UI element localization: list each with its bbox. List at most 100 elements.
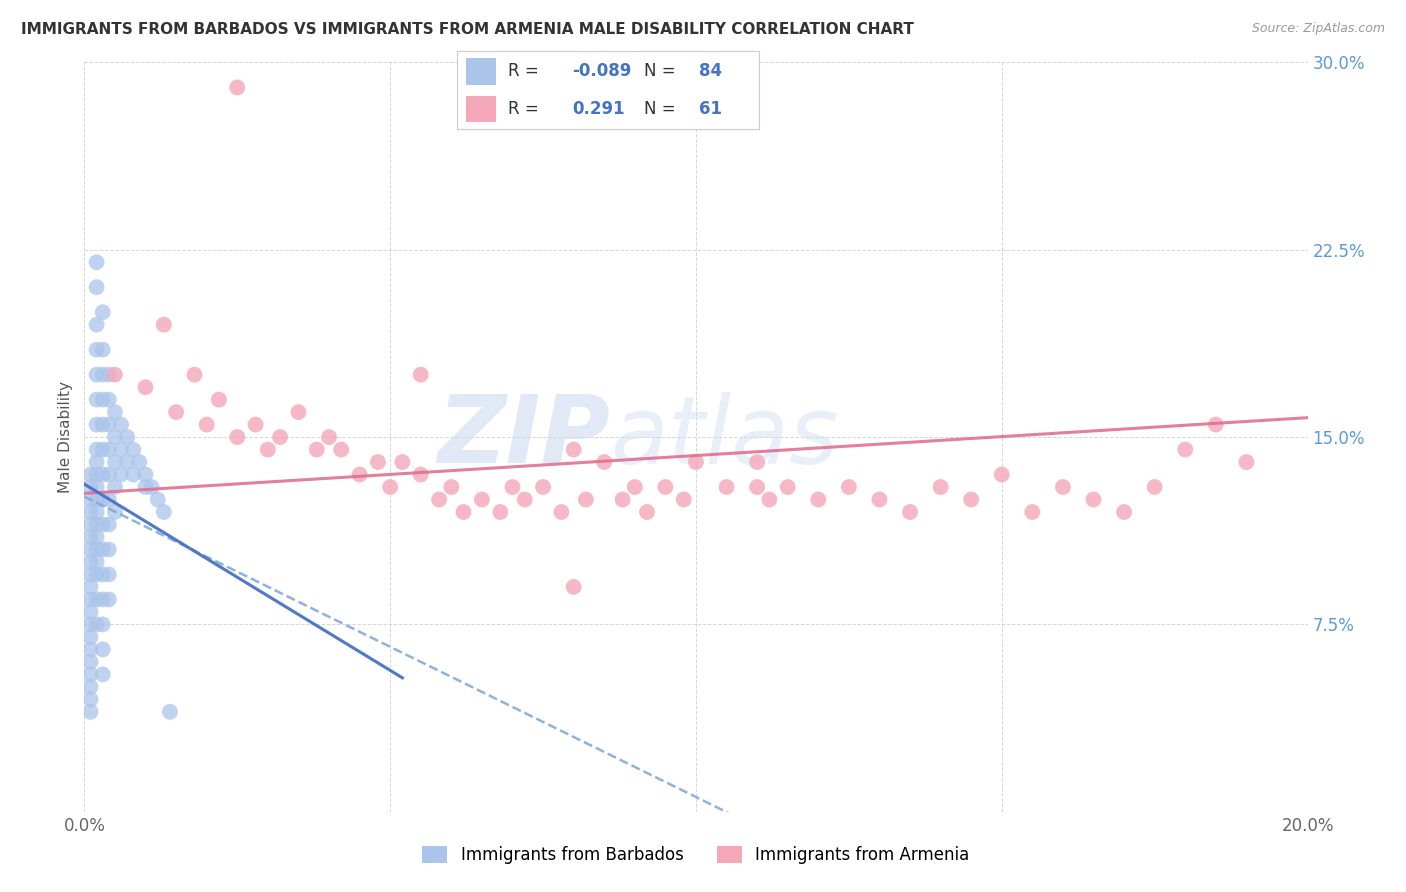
Point	[91, 667, 114, 681]
Point	[79, 555, 101, 569]
FancyBboxPatch shape	[465, 58, 496, 85]
Point	[776, 480, 799, 494]
Point	[79, 580, 101, 594]
Point	[86, 368, 108, 382]
Point	[79, 617, 101, 632]
Point	[79, 592, 101, 607]
Point	[115, 430, 138, 444]
Point	[612, 492, 634, 507]
Point	[747, 455, 769, 469]
Point	[91, 492, 114, 507]
Point	[550, 505, 572, 519]
Point	[79, 605, 101, 619]
Point	[86, 255, 108, 269]
Point	[97, 567, 120, 582]
Point	[97, 517, 120, 532]
Point	[1174, 442, 1197, 457]
Point	[97, 542, 120, 557]
Point	[153, 318, 176, 332]
Point	[79, 530, 101, 544]
Point	[91, 617, 114, 632]
Point	[960, 492, 983, 507]
Point	[135, 480, 157, 494]
Point	[91, 642, 114, 657]
Point	[86, 617, 108, 632]
Point	[391, 455, 413, 469]
Point	[1205, 417, 1227, 432]
Point	[409, 368, 432, 382]
Point	[86, 318, 108, 332]
Point	[269, 430, 291, 444]
Point	[115, 455, 138, 469]
Point	[86, 417, 108, 432]
Point	[427, 492, 450, 507]
Point	[91, 343, 114, 357]
Point	[440, 480, 463, 494]
Point	[104, 505, 127, 519]
Point	[110, 417, 132, 432]
Point	[122, 467, 145, 482]
Point	[654, 480, 676, 494]
Point	[91, 517, 114, 532]
Point	[531, 480, 554, 494]
Point	[91, 542, 114, 557]
Point	[287, 405, 309, 419]
Point	[104, 480, 127, 494]
Point	[593, 455, 616, 469]
Point	[86, 392, 108, 407]
Point	[86, 343, 108, 357]
Point	[79, 467, 101, 482]
Point	[86, 505, 108, 519]
Point	[380, 480, 402, 494]
Text: -0.089: -0.089	[572, 62, 631, 80]
Text: Source: ZipAtlas.com: Source: ZipAtlas.com	[1251, 22, 1385, 36]
Point	[97, 392, 120, 407]
Text: atlas: atlas	[610, 392, 838, 483]
Point	[367, 455, 389, 469]
Point	[991, 467, 1014, 482]
Point	[86, 455, 108, 469]
Point	[79, 630, 101, 644]
Point	[91, 467, 114, 482]
Point	[79, 680, 101, 694]
Point	[97, 467, 120, 482]
Point	[183, 368, 205, 382]
Point	[409, 467, 432, 482]
Point	[1052, 480, 1074, 494]
Point	[86, 530, 108, 544]
Text: R =: R =	[509, 62, 538, 80]
Point	[562, 442, 585, 457]
Point	[1021, 505, 1043, 519]
Text: N =: N =	[644, 62, 676, 80]
Point	[135, 380, 157, 394]
Point	[86, 567, 108, 582]
Point	[86, 492, 108, 507]
Point	[86, 480, 108, 494]
Point	[122, 442, 145, 457]
Point	[807, 492, 830, 507]
Point	[226, 80, 249, 95]
Point	[97, 417, 120, 432]
Point	[86, 592, 108, 607]
Point	[97, 368, 120, 382]
Point	[453, 505, 475, 519]
Point	[1114, 505, 1136, 519]
Legend: Immigrants from Barbados, Immigrants from Armenia: Immigrants from Barbados, Immigrants fro…	[416, 839, 976, 871]
Point	[716, 480, 738, 494]
Point	[838, 480, 860, 494]
Point	[128, 455, 150, 469]
Point	[685, 455, 707, 469]
Point	[1143, 480, 1166, 494]
Point	[79, 567, 101, 582]
Point	[165, 405, 187, 419]
Point	[159, 705, 181, 719]
Point	[86, 542, 108, 557]
Text: 61: 61	[699, 100, 721, 118]
Point	[898, 505, 921, 519]
Y-axis label: Male Disability: Male Disability	[58, 381, 73, 493]
Point	[104, 405, 127, 419]
Point	[79, 667, 101, 681]
Point	[79, 692, 101, 706]
Point	[153, 505, 176, 519]
Point	[97, 592, 120, 607]
